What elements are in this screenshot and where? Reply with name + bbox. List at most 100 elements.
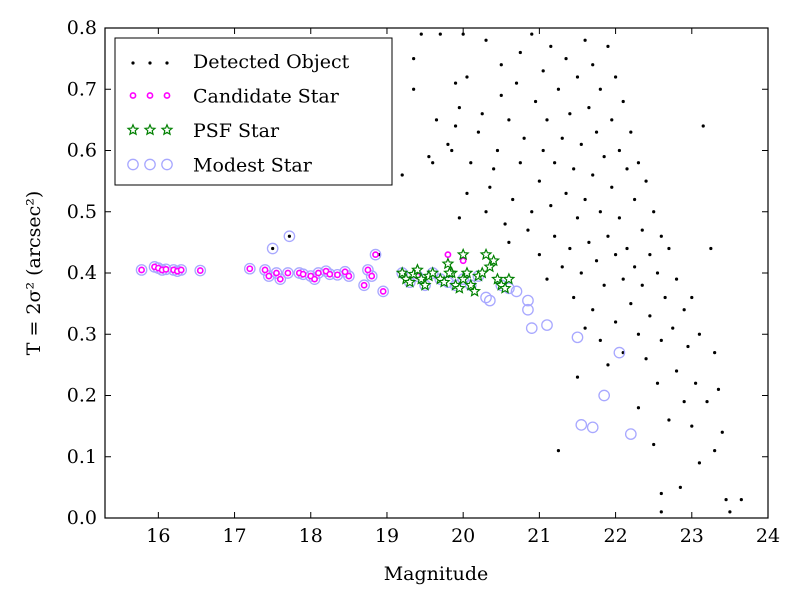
- detected-object-point: [575, 75, 580, 79]
- detected-object-point: [716, 387, 721, 391]
- detected-object-point: [453, 81, 458, 85]
- detected-object-point: [518, 161, 522, 165]
- candidate-star-point: [326, 270, 334, 278]
- candidate-star-point: [341, 268, 349, 276]
- detected-object-point: [636, 161, 641, 165]
- detected-object-point: [575, 216, 580, 220]
- detected-object-point: [594, 130, 599, 134]
- candidate-star-point: [459, 257, 467, 265]
- plot-marks: [135, 32, 743, 514]
- detected-object-point: [568, 112, 572, 116]
- detected-object-point: [545, 277, 549, 281]
- detected-object-point: [587, 240, 591, 244]
- detected-object-point: [564, 57, 568, 61]
- detected-object-point: [674, 369, 679, 373]
- psf-star-point: [475, 266, 489, 279]
- detected-object-point: [655, 381, 660, 385]
- legend-label-psf-star: PSF Star: [193, 120, 280, 142]
- detected-object-point: [556, 87, 561, 91]
- detected-object-point: [739, 498, 743, 502]
- psf-star-point: [456, 272, 470, 285]
- detected-object-point: [545, 118, 549, 122]
- detected-object-point: [648, 253, 652, 257]
- detected-object-point: [438, 32, 442, 36]
- modest-star-point: [358, 279, 370, 292]
- x-tick-label: 22: [603, 525, 627, 547]
- detected-object-point: [682, 400, 686, 404]
- x-tick-label: 20: [451, 525, 475, 547]
- candidate-star-point: [177, 266, 185, 274]
- psf-star-point: [491, 272, 504, 285]
- detected-object-point: [522, 136, 526, 140]
- legend-marker-psf-star: [160, 123, 174, 136]
- detected-object-point: [648, 314, 652, 318]
- detected-object-point: [583, 38, 587, 42]
- detected-object-point: [633, 265, 637, 269]
- detected-object-point: [434, 118, 439, 122]
- detected-object-point: [659, 338, 663, 342]
- detected-object-point: [549, 44, 553, 48]
- detected-object-point: [587, 106, 591, 110]
- detected-object-point: [488, 185, 492, 189]
- detected-object-point: [427, 155, 431, 159]
- modest-star-point: [194, 264, 207, 277]
- detected-object-point: [705, 400, 709, 404]
- detected-object-point: [617, 148, 621, 153]
- detected-object-point: [613, 75, 618, 79]
- detected-object-point: [541, 69, 545, 73]
- psf-star-point: [443, 266, 456, 279]
- detected-object-point: [591, 63, 595, 67]
- x-tick-label: 18: [299, 525, 323, 547]
- detected-object-point: [625, 246, 629, 251]
- detected-object-point: [530, 32, 534, 36]
- detected-object-point: [553, 234, 557, 238]
- detected-object-point: [655, 271, 660, 275]
- modest-star-point: [282, 267, 294, 279]
- psf-star-point: [414, 272, 428, 285]
- legend-marker-modest-star: [127, 158, 139, 171]
- psf-star-point: [483, 260, 497, 273]
- legend-marker-candidate-star: [163, 92, 171, 99]
- detected-object-point: [633, 197, 637, 202]
- y-tick-label: 0.5: [67, 201, 97, 223]
- detected-object-point: [499, 93, 503, 97]
- detected-object-point: [594, 259, 599, 263]
- legend-marker-candidate-star: [146, 92, 154, 99]
- detected-object-point: [412, 87, 416, 91]
- detected-object-point: [431, 161, 435, 165]
- x-tick-label: 16: [146, 525, 170, 547]
- candidate-star-point: [444, 251, 452, 259]
- candidate-star-point: [276, 275, 284, 283]
- psf-star-point: [437, 275, 451, 288]
- detected-object-point: [461, 32, 465, 36]
- modest-star-point: [262, 270, 275, 282]
- y-tick-label: 0.7: [67, 78, 97, 100]
- detected-object-point: [606, 234, 610, 238]
- psf-star-point: [498, 281, 512, 294]
- detected-object-point: [583, 326, 587, 330]
- candidate-star-point: [265, 272, 273, 280]
- y-tick-label: 0.8: [67, 17, 97, 39]
- detected-object-point: [560, 136, 564, 140]
- legend-marker-detected-object: [148, 61, 152, 65]
- modest-star-point: [586, 421, 599, 434]
- detected-object-point: [728, 510, 732, 514]
- detected-object-point: [621, 277, 625, 281]
- detected-object-point: [271, 246, 275, 251]
- modest-star-point: [343, 270, 355, 282]
- detected-object-point: [682, 308, 686, 312]
- detected-object-point: [450, 148, 454, 153]
- psf-star-point: [426, 266, 440, 279]
- legend-marker-detected-object: [165, 61, 169, 65]
- detected-object-point: [724, 498, 728, 502]
- detected-object-point: [610, 185, 614, 189]
- x-tick-label: 19: [375, 525, 399, 547]
- detected-object-point: [568, 246, 572, 251]
- detected-object-point: [537, 179, 541, 183]
- detected-object-point: [499, 63, 503, 67]
- detected-object-point: [709, 246, 713, 251]
- modest-star-point: [483, 294, 496, 307]
- detected-object-point: [507, 118, 511, 122]
- detected-object-point: [533, 99, 538, 104]
- detected-object-point: [690, 424, 694, 428]
